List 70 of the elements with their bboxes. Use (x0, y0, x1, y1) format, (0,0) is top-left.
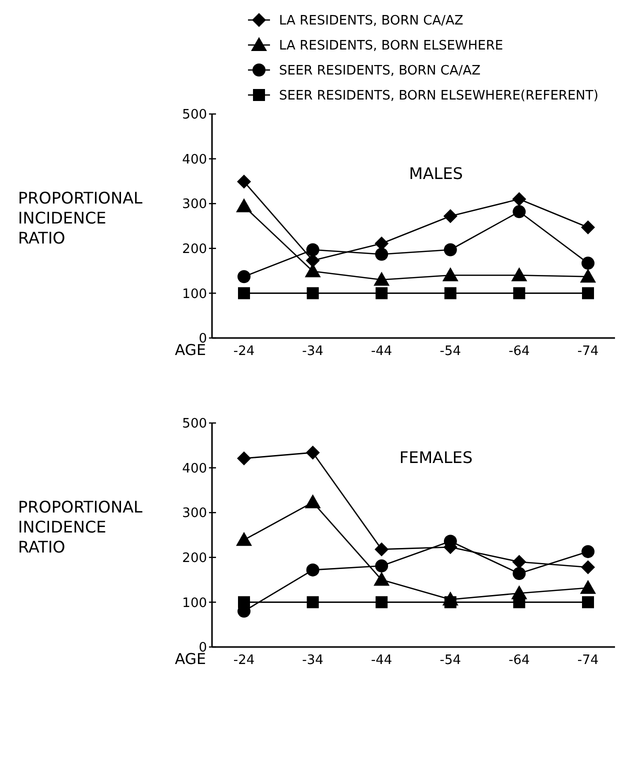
point (512, 567, 526, 580)
y-tick-label: 300 (182, 506, 207, 522)
point (306, 596, 319, 608)
point (582, 256, 594, 270)
y-tick-label: 300 (182, 197, 207, 212)
point (580, 580, 596, 594)
x-tick-label: -24 (233, 653, 255, 668)
point (374, 542, 389, 556)
point (580, 268, 596, 283)
x-tick-label: -54 (440, 344, 462, 359)
y-tick-label: 200 (182, 242, 207, 257)
point (306, 287, 319, 300)
x-tick-label: -44 (370, 344, 392, 359)
point (306, 446, 320, 460)
y-axis-title: PROPORTIONAL INCIDENCE RATIO (18, 188, 143, 248)
y-axis-title: PROPORTIONAL INCIDENCE RATIO (18, 498, 143, 557)
point (306, 563, 320, 576)
point (513, 287, 526, 300)
point (237, 451, 251, 466)
y-tick-label: 100 (182, 596, 207, 611)
y-tick-label: 500 (182, 108, 207, 123)
point (376, 596, 388, 608)
point (304, 494, 321, 508)
point (236, 198, 252, 212)
y-tick-label: 400 (182, 461, 207, 476)
point (374, 272, 390, 286)
point (375, 248, 388, 261)
y-tick-label: 200 (182, 550, 207, 566)
y-tick-label: 400 (182, 152, 207, 168)
point (375, 559, 388, 572)
point (238, 270, 250, 284)
point (511, 267, 528, 282)
x-tick-label: -44 (370, 653, 392, 668)
point (236, 532, 252, 546)
point (582, 545, 594, 558)
point (581, 220, 595, 234)
point (581, 560, 595, 574)
legend-label: LA RESIDENTS, BORN ELSEWHERE (279, 38, 504, 54)
legend-label: SEER RESIDENTS, BORN CA/AZ (279, 64, 481, 79)
point (582, 287, 594, 300)
y-tick-label: 500 (182, 416, 207, 432)
point (512, 205, 526, 218)
point (374, 572, 390, 586)
point (444, 243, 457, 256)
x-tick-label: -64 (508, 653, 530, 668)
x-tick-label: -34 (302, 344, 324, 359)
y-tick-label: 100 (182, 286, 207, 302)
legend-label: SEER RESIDENTS, BORN ELSEWHERE(REFERENT) (279, 88, 598, 104)
point (443, 209, 458, 224)
x-tick-label: -74 (577, 344, 599, 359)
point (374, 236, 389, 250)
point (238, 287, 250, 300)
x-tick-label: -34 (302, 653, 324, 668)
x-tick-label: -54 (440, 653, 462, 668)
point (306, 243, 320, 256)
point (442, 267, 458, 282)
point (512, 554, 526, 569)
point (237, 174, 251, 189)
text: FEMALES (399, 448, 473, 467)
point (513, 596, 526, 608)
point (238, 596, 250, 608)
x-tick-label: -24 (233, 344, 255, 359)
x-tick-label: -74 (577, 653, 599, 668)
point (512, 192, 526, 206)
point (376, 287, 388, 300)
legend-label: LA RESIDENTS, BORN CA/AZ (279, 14, 464, 29)
x-tick-label: -64 (508, 344, 530, 359)
point (444, 287, 456, 300)
text: MALES (409, 164, 463, 183)
point (582, 596, 594, 608)
